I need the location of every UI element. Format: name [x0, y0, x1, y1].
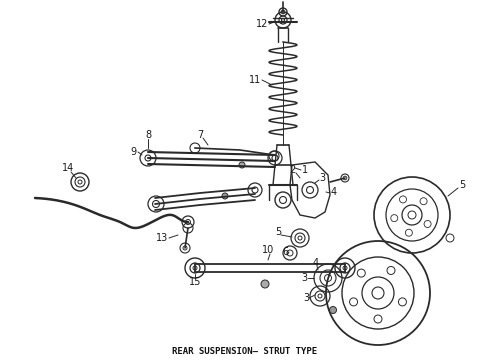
Text: 1: 1 — [302, 165, 308, 175]
Text: 4: 4 — [331, 187, 337, 197]
Text: 4: 4 — [313, 258, 319, 268]
Text: 7: 7 — [197, 130, 203, 140]
Text: 3: 3 — [301, 273, 307, 283]
Text: 3: 3 — [303, 293, 309, 303]
Text: 6: 6 — [282, 247, 288, 257]
Text: 8: 8 — [145, 130, 151, 140]
Text: REAR SUSPENSION– STRUT TYPE: REAR SUSPENSION– STRUT TYPE — [172, 347, 318, 356]
Text: 15: 15 — [189, 277, 201, 287]
Circle shape — [329, 306, 337, 314]
Circle shape — [261, 280, 269, 288]
Text: 5: 5 — [459, 180, 465, 190]
Text: 5: 5 — [275, 227, 281, 237]
Text: 12: 12 — [256, 19, 268, 29]
Text: 13: 13 — [156, 233, 168, 243]
Text: 10: 10 — [262, 245, 274, 255]
Text: 9: 9 — [130, 147, 136, 157]
Text: 2: 2 — [289, 165, 295, 175]
Circle shape — [222, 193, 228, 199]
Circle shape — [239, 162, 245, 168]
Text: 11: 11 — [249, 75, 261, 85]
Text: 14: 14 — [62, 163, 74, 173]
Text: 3: 3 — [319, 173, 325, 183]
